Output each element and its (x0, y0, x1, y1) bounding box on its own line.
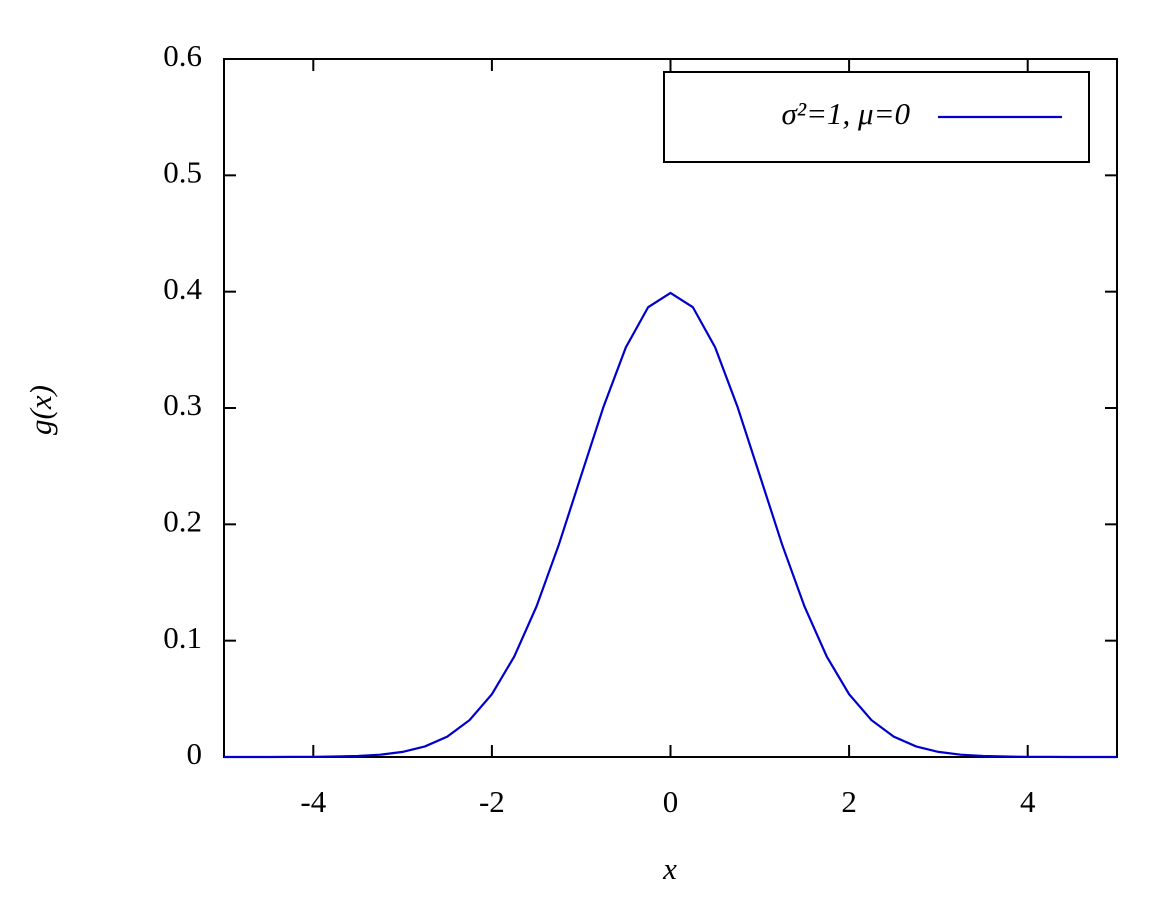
plot-frame (223, 58, 1118, 758)
y-axis-label: g(x) (23, 385, 58, 435)
y-tick-label: 0.1 (163, 620, 202, 655)
x-tick-label: -2 (479, 784, 505, 819)
legend-label: σ²=1, μ=0 (782, 96, 911, 131)
y-tick-label: 0 (187, 736, 203, 771)
y-tick-label: 0.2 (163, 503, 202, 538)
x-tick-label: -4 (300, 784, 326, 819)
y-tick-label: 0.3 (163, 387, 202, 422)
y-tick-label: 0.6 (163, 38, 202, 73)
y-tick-label: 0.5 (163, 154, 202, 189)
x-tick-label: 0 (663, 784, 679, 819)
x-tick-label: 4 (1020, 784, 1036, 819)
y-tick-label: 0.4 (163, 271, 202, 306)
x-axis-label: x (662, 851, 677, 886)
x-tick-label: 2 (841, 784, 857, 819)
series-line (224, 291, 1117, 759)
